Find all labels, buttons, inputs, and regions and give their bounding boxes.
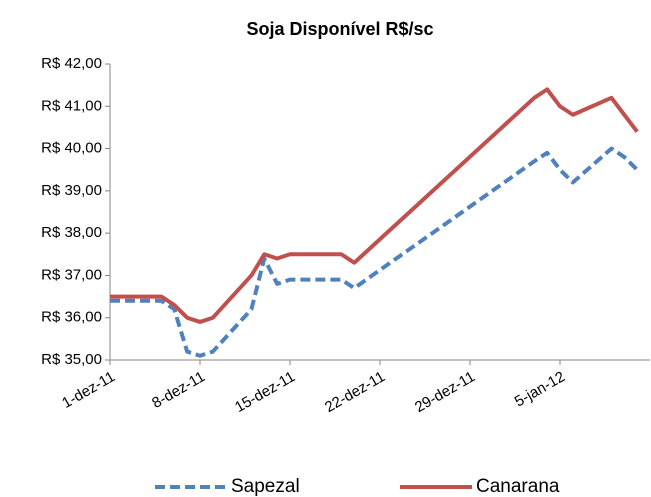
y-tick-label: R$ 42,00 <box>41 55 102 72</box>
y-tick-label: R$ 40,00 <box>41 140 102 157</box>
legend-label: Sapezal <box>231 476 300 497</box>
y-tick-label: R$ 39,00 <box>41 182 102 199</box>
x-tick-label: 15-dez-11 <box>232 368 298 416</box>
chart-title: Soja Disponível R$/sc <box>246 19 433 39</box>
x-tick-label: 5-jan-12 <box>512 368 568 410</box>
y-tick-label: R$ 38,00 <box>41 224 102 241</box>
y-tick-label: R$ 37,00 <box>41 266 102 283</box>
x-tick-label: 29-dez-11 <box>412 368 478 416</box>
series-line <box>110 87 639 324</box>
series-line <box>110 146 639 358</box>
y-tick-label: R$ 41,00 <box>41 97 102 114</box>
x-tick-label: 22-dez-11 <box>322 368 388 416</box>
x-tick-label: 1-dez-11 <box>59 368 118 412</box>
x-tick-label: 8-dez-11 <box>149 368 208 412</box>
legend-label: Canarana <box>476 476 560 497</box>
y-tick-label: R$ 36,00 <box>41 309 102 326</box>
y-tick-label: R$ 35,00 <box>41 351 102 368</box>
